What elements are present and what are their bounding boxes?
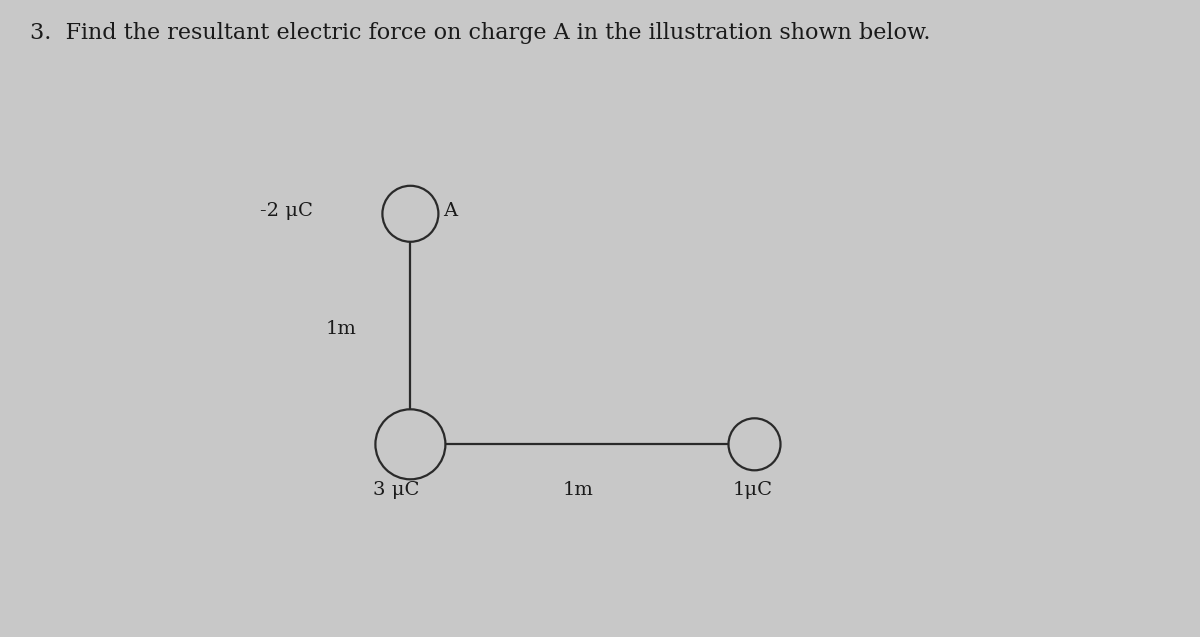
Circle shape <box>376 410 445 479</box>
Text: 3 μC: 3 μC <box>373 481 420 499</box>
Circle shape <box>728 419 780 470</box>
Text: 1m: 1m <box>563 481 593 499</box>
Text: -2 μC: -2 μC <box>260 203 313 220</box>
Circle shape <box>383 186 438 242</box>
Text: A: A <box>443 203 457 220</box>
Text: 1m: 1m <box>325 320 356 338</box>
Text: 3.  Find the resultant electric force on charge A in the illustration shown belo: 3. Find the resultant electric force on … <box>30 22 930 45</box>
Text: 1μC: 1μC <box>733 481 773 499</box>
